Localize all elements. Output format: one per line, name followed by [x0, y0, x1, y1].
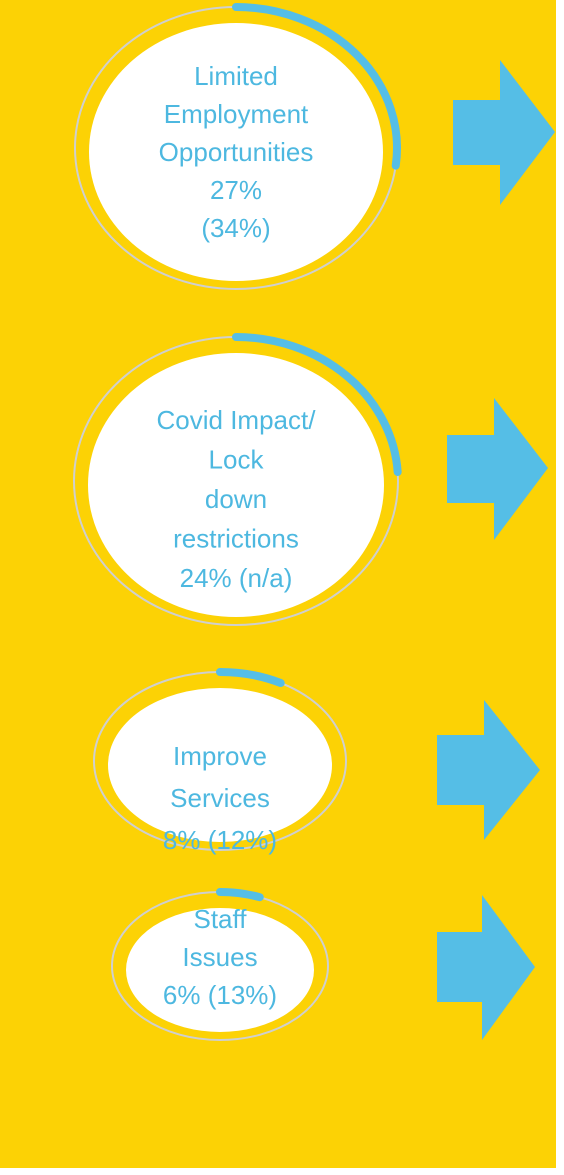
circle — [89, 23, 383, 281]
label: Services — [170, 783, 270, 813]
circle — [126, 908, 314, 1032]
label: Limited — [194, 61, 278, 91]
label: Lock — [209, 444, 265, 474]
progress-arc — [232, 333, 402, 476]
label: Staff — [193, 904, 247, 934]
arrow — [447, 398, 548, 540]
label: 24% (n/a) — [180, 563, 293, 593]
label: down — [205, 484, 267, 514]
arrow — [453, 60, 555, 205]
circle — [108, 688, 332, 842]
label: Covid Impact/ — [157, 405, 317, 435]
circle — [88, 353, 384, 617]
label: (34%) — [201, 213, 270, 243]
arrow — [437, 895, 535, 1040]
progress-arc — [216, 888, 264, 902]
label: Improve — [173, 741, 267, 771]
progress-arc — [232, 3, 401, 170]
label: restrictions — [173, 523, 299, 553]
arrow — [437, 700, 540, 840]
label: Employment — [164, 99, 309, 129]
label: Issues — [182, 942, 257, 972]
label: 6% (13%) — [163, 980, 277, 1010]
label: Opportunities — [159, 137, 314, 167]
label: 8% (12%) — [163, 825, 277, 855]
progress-arc — [216, 668, 285, 688]
label: 27% — [210, 175, 262, 205]
